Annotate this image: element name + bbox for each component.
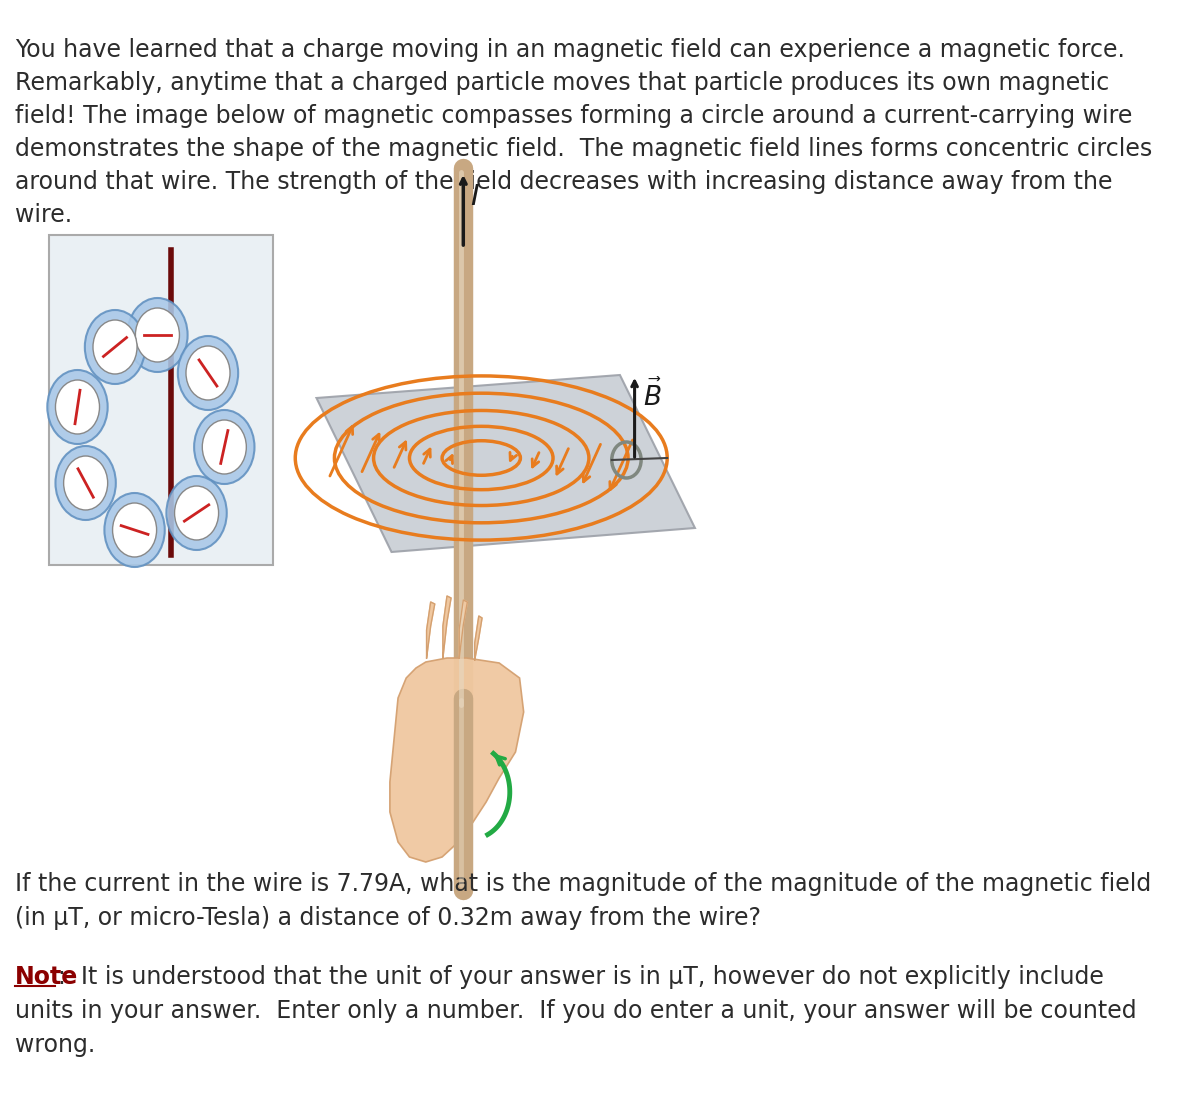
Text: You have learned that a charge moving in an magnetic field can experience a magn: You have learned that a charge moving in…	[14, 38, 1124, 62]
Circle shape	[174, 486, 218, 540]
Text: $\vec{B}$: $\vec{B}$	[643, 380, 662, 413]
Text: around that wire. The strength of the field decreases with increasing distance a: around that wire. The strength of the fi…	[14, 170, 1112, 194]
Circle shape	[47, 370, 108, 443]
Polygon shape	[317, 374, 695, 552]
Text: field! The image below of magnetic compasses forming a circle around a current-c: field! The image below of magnetic compa…	[14, 104, 1132, 128]
Circle shape	[85, 310, 145, 384]
Polygon shape	[460, 600, 467, 658]
Circle shape	[127, 298, 187, 372]
Text: wrong.: wrong.	[14, 1033, 95, 1057]
Circle shape	[203, 420, 246, 474]
Polygon shape	[426, 602, 434, 658]
Circle shape	[55, 380, 100, 434]
Circle shape	[92, 320, 137, 374]
Text: :  It is understood that the unit of your answer is in μT, however do not explic: : It is understood that the unit of your…	[58, 965, 1104, 989]
Circle shape	[167, 476, 227, 550]
Text: If the current in the wire is 7.79A, what is the magnitude of the magnitude of t: If the current in the wire is 7.79A, wha…	[14, 872, 1151, 896]
Text: demonstrates the shape of the magnetic field.  The magnetic field lines forms co: demonstrates the shape of the magnetic f…	[14, 137, 1152, 161]
Text: (in μT, or micro-Tesla) a distance of 0.32m away from the wire?: (in μT, or micro-Tesla) a distance of 0.…	[14, 906, 761, 930]
Circle shape	[136, 308, 180, 362]
Polygon shape	[475, 616, 482, 660]
Text: Remarkably, anytime that a charged particle moves that particle produces its own: Remarkably, anytime that a charged parti…	[14, 71, 1109, 95]
Circle shape	[113, 503, 157, 557]
Polygon shape	[390, 658, 523, 862]
Circle shape	[64, 456, 108, 510]
Text: I: I	[470, 183, 479, 211]
Circle shape	[178, 336, 238, 410]
Circle shape	[186, 346, 230, 400]
Circle shape	[194, 410, 254, 484]
Text: wire.: wire.	[14, 203, 72, 227]
Circle shape	[104, 493, 164, 567]
Text: Note: Note	[14, 965, 78, 989]
Text: units in your answer.  Enter only a number.  If you do enter a unit, your answer: units in your answer. Enter only a numbe…	[14, 999, 1136, 1023]
Circle shape	[55, 446, 116, 520]
Bar	[49, 235, 274, 565]
Polygon shape	[443, 596, 451, 658]
